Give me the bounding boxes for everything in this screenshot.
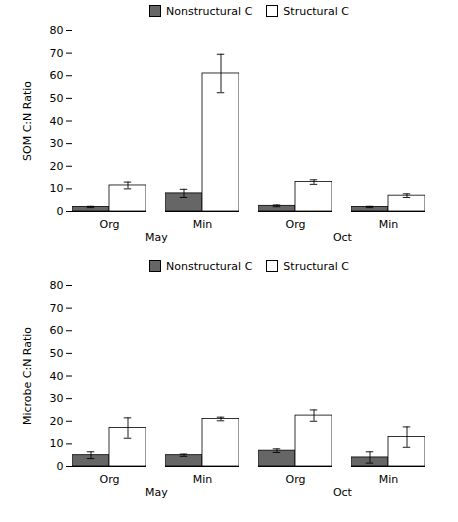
svg-text:60: 60 xyxy=(50,69,64,82)
svg-text:Org: Org xyxy=(286,218,306,231)
svg-text:Min: Min xyxy=(379,218,399,231)
svg-text:40: 40 xyxy=(50,115,64,128)
svg-text:80: 80 xyxy=(50,24,64,37)
svg-text:20: 20 xyxy=(50,160,64,173)
svg-text:20: 20 xyxy=(50,415,64,428)
svg-text:May: May xyxy=(145,231,168,244)
svg-text:Microbe C:N Ratio: Microbe C:N Ratio xyxy=(21,327,34,425)
html-text:Structural C: Structural C xyxy=(283,4,349,18)
svg-text:50: 50 xyxy=(50,92,64,105)
svg-text:Org: Org xyxy=(286,473,306,486)
svg-text:60: 60 xyxy=(50,324,64,337)
svg-text:50: 50 xyxy=(50,347,64,360)
svg-text:10: 10 xyxy=(50,182,64,195)
svg-text:Org: Org xyxy=(100,218,120,231)
svg-text:0: 0 xyxy=(57,460,64,473)
svg-text:10: 10 xyxy=(50,437,64,450)
svg-text:Oct: Oct xyxy=(333,231,353,244)
svg-text:SOM C:N Ratio: SOM C:N Ratio xyxy=(21,81,34,161)
svg-text:Min: Min xyxy=(193,473,213,486)
svg-text:Org: Org xyxy=(100,473,120,486)
svg-text:30: 30 xyxy=(50,392,64,405)
svg-text:40: 40 xyxy=(50,370,64,383)
svg-text:30: 30 xyxy=(50,137,64,150)
svg-text:80: 80 xyxy=(50,279,64,292)
html-text:Nonstructural C: Nonstructural C xyxy=(166,4,253,18)
html-text:Structural C: Structural C xyxy=(283,259,349,273)
svg-text:May: May xyxy=(145,486,168,499)
svg-text:Oct: Oct xyxy=(333,486,353,499)
svg-text:70: 70 xyxy=(50,302,64,315)
svg-text:0: 0 xyxy=(57,205,64,218)
svg-text:Min: Min xyxy=(193,218,213,231)
svg-text:Min: Min xyxy=(379,473,399,486)
html-text:Nonstructural C: Nonstructural C xyxy=(166,259,253,273)
svg-text:70: 70 xyxy=(50,47,64,60)
